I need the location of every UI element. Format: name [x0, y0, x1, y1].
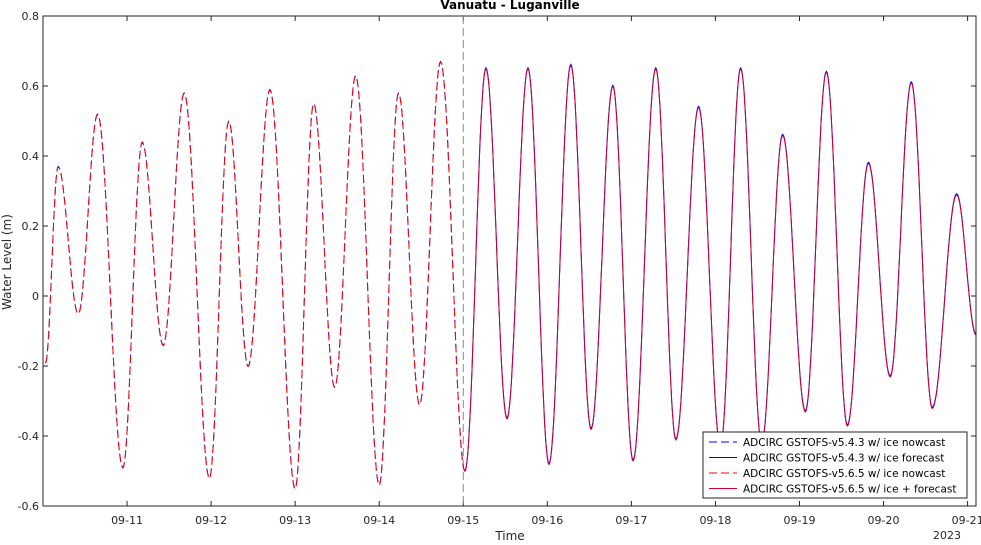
axes-box: [42, 15, 977, 507]
y-tick-label: -0.6: [18, 500, 39, 513]
x-tick-label: 09-11: [111, 514, 143, 527]
x-tick-label: 09-20: [868, 514, 900, 527]
y-tick-label: 0.6: [22, 80, 40, 93]
x-tick-label: 09-15: [447, 514, 479, 527]
x-tick-label: 09-21: [952, 514, 981, 527]
y-axis-label: Water Level (m): [0, 214, 14, 310]
x-axis-label: Time: [494, 529, 524, 541]
series-v565-forecast-line: [464, 64, 977, 472]
series-v565-nowcast-line: [45, 61, 466, 491]
legend-entry-label: ADCIRC GSTOFS-v5.4.3 w/ ice nowcast: [743, 437, 945, 449]
x-tick-label: 09-14: [363, 514, 395, 527]
y-tick-label: 0.2: [22, 220, 40, 233]
y-tick-label: 0: [32, 290, 39, 303]
legend-box: [702, 431, 968, 499]
legend-entry-label: ADCIRC GSTOFS-v5.6.5 w/ ice nowcast: [743, 468, 945, 480]
chart-title: Vanuatu - Luganville: [440, 0, 579, 12]
x-tick-label: 09-12: [195, 514, 227, 527]
x-tick-labels: 09-11 09-12 09-13 09-14 09-15 09-16 09-17 09-18…: [111, 16, 981, 527]
y-tick-label: -0.2: [18, 360, 39, 373]
x-tick-label: 09-13: [279, 514, 311, 527]
y-tick-label: 0.8: [22, 10, 40, 23]
y-tick-labels: 0.8 0.6 0.4 0.2 0 -0.2 -0.4 -0.6: [18, 10, 976, 513]
x-tick-label: 09-19: [784, 514, 816, 527]
y-tick-label: 0.4: [22, 150, 40, 163]
x-tick-label: 09-18: [699, 514, 731, 527]
series-v543-nowcast-line: [45, 60, 466, 490]
x-tick-year: 2023: [933, 529, 961, 541]
y-tick-label: -0.4: [18, 430, 39, 443]
legend-entry-label: ADCIRC GSTOFS-v5.6.5 w/ ice + forecast: [743, 484, 956, 496]
legend-entry-label: ADCIRC GSTOFS-v5.4.3 w/ ice forecast: [743, 453, 944, 465]
x-tick-label: 09-17: [615, 514, 647, 527]
x-tick-label: 09-16: [531, 514, 563, 527]
legend: ADCIRC GSTOFS-v5.4.3 w/ ice nowcast ADCIR…: [702, 431, 968, 499]
